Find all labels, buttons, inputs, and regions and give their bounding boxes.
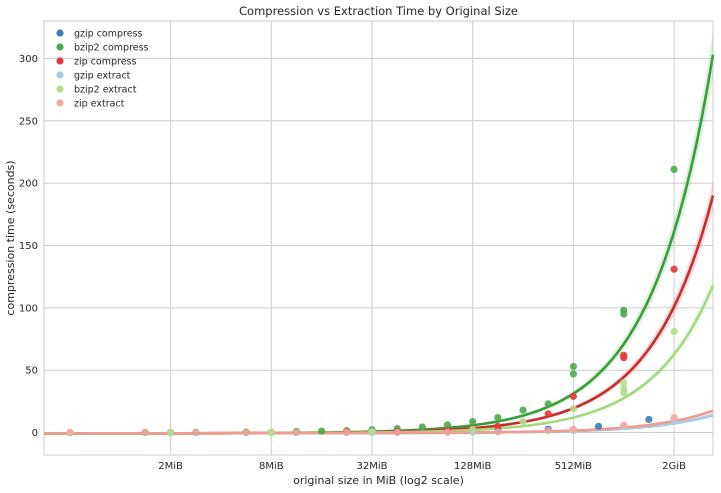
data-point (670, 165, 678, 174)
x-tick-label: 128MiB (454, 461, 491, 472)
data-point (443, 421, 452, 429)
data-point (368, 428, 376, 436)
data-point (494, 422, 502, 430)
legend-marker (56, 85, 64, 93)
data-point (393, 428, 401, 437)
legend-label: gzip extract (74, 71, 131, 82)
data-point (267, 428, 275, 437)
data-point (192, 428, 200, 437)
chart-title: Compression vs Extraction Time by Origin… (239, 4, 518, 18)
x-tick-label: 32MiB (356, 461, 387, 472)
legend-label: zip compress (74, 57, 136, 68)
data-point (670, 265, 678, 273)
data-point (569, 405, 577, 413)
data-point (494, 428, 502, 436)
x-axis-title: original size in MiB (log2 scale) (293, 474, 464, 487)
legend-label: zip extract (74, 99, 125, 110)
data-point (544, 400, 552, 408)
data-point (544, 410, 552, 418)
y-tick-label: 0 (32, 428, 38, 439)
data-point (242, 428, 250, 437)
data-point (519, 406, 527, 414)
data-point (569, 362, 577, 371)
data-point (569, 370, 577, 378)
data-point (66, 428, 74, 437)
data-point (343, 428, 351, 437)
data-point (469, 417, 477, 426)
data-point (620, 379, 628, 387)
data-point (418, 423, 426, 431)
legend-label: gzip compress (74, 29, 143, 40)
legend-label: bzip2 compress (74, 43, 149, 54)
legend-marker (56, 99, 64, 107)
fit-lines (43, 31, 715, 435)
y-tick-label: 50 (25, 366, 38, 377)
plot-area (43, 20, 714, 456)
x-tick-label: 2GiB (662, 461, 686, 472)
y-tick-label: 300 (19, 54, 38, 65)
legend-marker (56, 57, 64, 65)
x-tick-label: 512MiB (555, 461, 592, 472)
data-point (569, 425, 577, 433)
data-point (645, 415, 653, 424)
data-point (670, 413, 678, 422)
data-point (569, 392, 577, 400)
x-tick-label: 8MiB (259, 461, 284, 472)
data-point (670, 327, 678, 336)
data-point (620, 351, 628, 359)
data-point (469, 425, 477, 434)
data-point (519, 417, 527, 425)
legend-label: bzip2 extract (74, 85, 137, 96)
legend-marker (56, 43, 64, 51)
y-tick-label: 100 (19, 303, 38, 314)
data-point (141, 428, 149, 437)
fit-line (43, 409, 714, 435)
data-point (318, 427, 326, 435)
data-point (620, 421, 628, 429)
data-point (167, 428, 175, 437)
y-tick-label: 150 (19, 241, 38, 252)
data-point (620, 385, 628, 393)
legend: gzip compress bzip2 compress zip compress g… (56, 29, 149, 110)
grid (44, 21, 713, 455)
tick-labels: 0 50 100 150 200 250 300 2MiB 8MiB 32MiB 128MiB 512… (19, 54, 686, 472)
y-axis-title: compression time (seconds) (4, 160, 17, 315)
y-tick-label: 250 (19, 116, 38, 127)
legend-marker (56, 71, 64, 79)
data-points (66, 165, 678, 437)
data-point (292, 428, 300, 437)
data-point (594, 422, 603, 430)
data-point (620, 306, 628, 314)
legend-marker (56, 29, 64, 37)
data-point (544, 427, 552, 435)
y-tick-label: 200 (19, 179, 38, 190)
x-tick-label: 2MiB (158, 461, 183, 472)
data-point (443, 428, 452, 436)
data-point (494, 413, 502, 422)
